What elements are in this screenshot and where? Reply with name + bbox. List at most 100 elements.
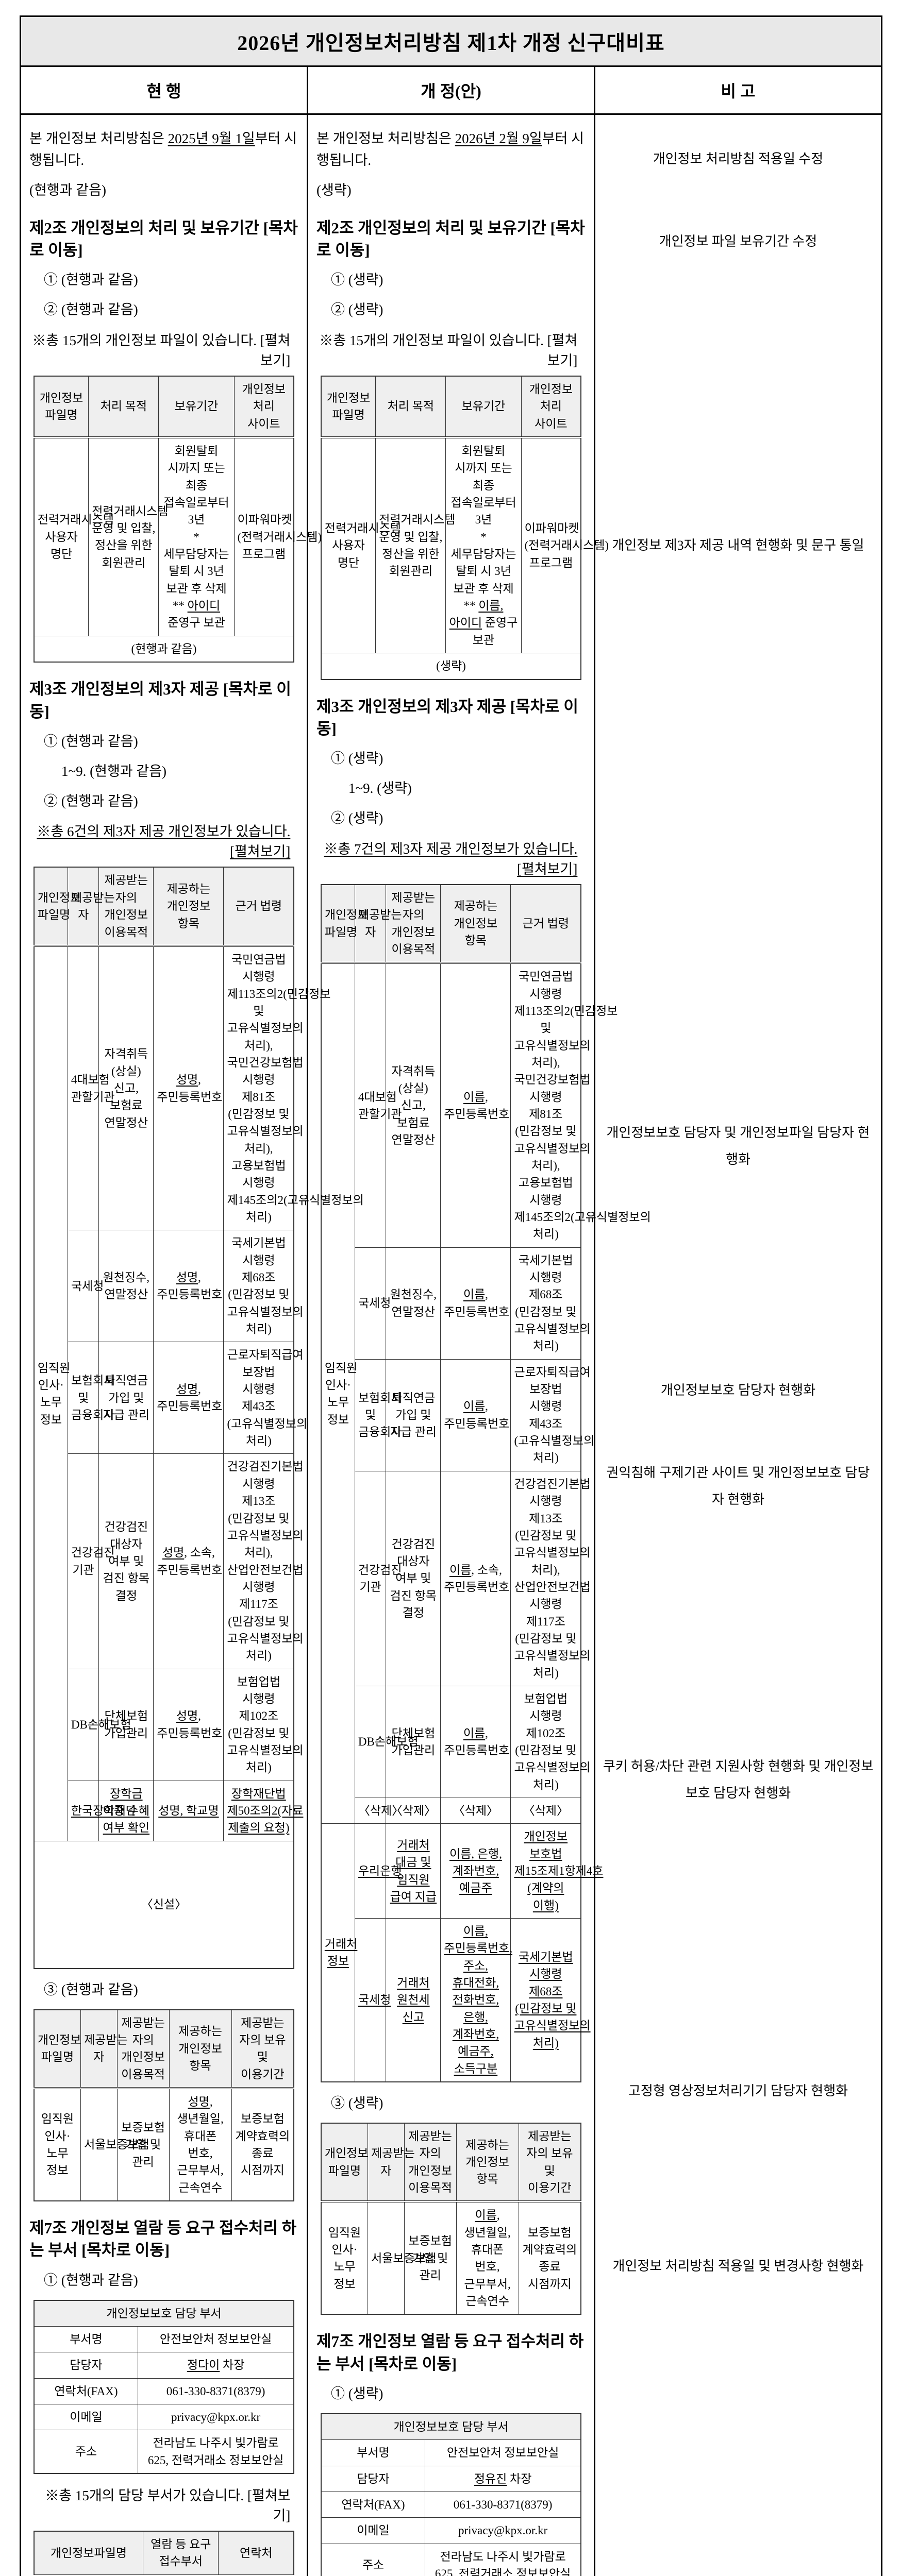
- table-header-cell: 제공받는 자의 보유 및 이용기간: [519, 2123, 581, 2201]
- current-column: 본 개인정보 처리방침은 2025년 9월 1일부터 시행됩니다. (현행과 같음…: [21, 114, 308, 2576]
- table-cell: 부서명: [34, 2326, 138, 2352]
- table-header-cell: 제공받는 자의 보유 및 이용기간: [231, 2010, 294, 2088]
- table-header-cell: 보유기간: [159, 376, 234, 437]
- table-cell: 061-330-8371(8379): [138, 2378, 294, 2404]
- table-cell: 〈삭제〉: [355, 1798, 386, 1824]
- revised-expand-note[interactable]: ※총 15개의 개인정보 파일이 있습니다. [펼쳐보기]: [316, 329, 586, 369]
- remark-item: 개인정보 제3자 제공 내역 현행화 및 문구 통일: [595, 532, 881, 559]
- table-header-cell: 처리 목적: [376, 376, 446, 437]
- table-header-cell: 제공받는 자의 개인정보 이용목적: [99, 867, 154, 945]
- table-header-cell: 개인정보 처리 사이트: [234, 376, 294, 437]
- table-cell: 이파워마켓(전력거래시스템) 프로그램: [234, 437, 294, 636]
- text-segment: 본 개인정보 처리방침은: [316, 131, 455, 146]
- current-expand-note[interactable]: ※총 15개의 개인정보 파일이 있습니다. [펼쳐보기]: [29, 329, 298, 369]
- revised-expand-note[interactable]: ※총 7건의 제3자 제공 개인정보가 있습니다. [펼쳐보기]: [316, 838, 586, 878]
- table-cell: 보험회사 및 금융회사: [68, 1342, 99, 1454]
- table-header-cell: 개인정보보호 담당 부서: [321, 2414, 581, 2440]
- revised-paragraph: ① (생략): [316, 2383, 586, 2405]
- table-cell: 장학재단법 제50조의2(자료 제출의 요청): [224, 1781, 294, 1841]
- table-cell: 거래처 원천세 신고: [386, 1919, 441, 2082]
- changed-text: 성명: [176, 1709, 198, 1722]
- text-segment: , 생년월일, 휴대폰 번호, 근무부서, 근속연수: [464, 2209, 510, 2308]
- table-cell: 이름, 생년월일, 휴대폰 번호, 근무부서, 근속연수: [456, 2201, 519, 2314]
- table-cell: 전력거래시스템 운영 및 입찰, 정산을 위한 회원관리: [89, 437, 159, 636]
- table-cell: 건강검진기본법 시행령 제13조 (민감정보 및 고유식별정보의 처리), 산업…: [511, 1471, 581, 1686]
- table-header-cell: 제공하는 개인정보 항목: [154, 867, 224, 945]
- changed-text: 성명: [176, 1383, 198, 1396]
- table-cell: 국세청: [68, 1230, 99, 1342]
- table-cell: 이름, 주민등록번호: [441, 1247, 511, 1359]
- table-cell: 국세기본법 시행령 제68조(민감정보 및 고유식별정보의 처리): [511, 1919, 581, 2082]
- table-header-cell: 개인정보 파일명: [34, 376, 89, 437]
- table-cell: 〈삭제〉: [511, 1798, 581, 1824]
- current-expand-note[interactable]: ※총 15개의 담당 부서가 있습니다. [펼쳐보기]: [29, 2484, 298, 2524]
- table-cell: 이름, 주민등록번호: [441, 1359, 511, 1471]
- table-cell: 단체보험 가입관리: [99, 1669, 154, 1781]
- table-cell: 국세청: [355, 1919, 386, 2082]
- current-article-heading[interactable]: 제3조 개인정보의 제3자 제공 [목차로 이동]: [29, 678, 298, 723]
- table-cell: 성명, 생년월일, 휴대폰 번호, 근무부서, 근속연수: [169, 2088, 231, 2201]
- table-header-cell: 개인정보 파일명: [321, 376, 376, 437]
- table-cell: 전력거래시스템 운영 및 입찰, 정산을 위한 회원관리: [376, 437, 446, 653]
- remark-item: 개인정보 처리방침 적용일 수정: [595, 146, 881, 173]
- remark-item: 개인정보보호 담당자 및 개인정보파일 담당자 현행화: [595, 1120, 881, 1173]
- table-cell: 〈삭제〉: [386, 1798, 441, 1824]
- table-cell: 4대보험 관할기관: [68, 946, 99, 1230]
- comparison-table: 2026년 개인정보처리방침 제1차 개정 신구대비표 현 행 개 정(안) 비…: [20, 15, 882, 2576]
- table-header-cell: 제공받는 자의 개인정보 이용목적: [117, 2010, 169, 2088]
- changed-text: 성명: [188, 2095, 210, 2108]
- revised-article-heading[interactable]: 제3조 개인정보의 제3자 제공 [목차로 이동]: [316, 696, 586, 740]
- table-cell: 국세기본법 시행령 제68조(민감정보 및 고유식별정보의 처리): [511, 1247, 581, 1359]
- table-cell: 정다이 차장: [138, 2352, 294, 2378]
- revised-paragraph: (생략): [316, 180, 586, 201]
- table-cell: 단체보험 가입관리: [386, 1686, 441, 1798]
- table-cell: 퇴직연금 가입 및 지급 관리: [99, 1342, 154, 1454]
- table-cell: 국세청: [355, 1247, 386, 1359]
- text-segment: 차장: [220, 2359, 244, 2371]
- table-header-cell: 제공받는 자: [355, 885, 386, 963]
- table-cell: 보험업법 시행령 제102조(민감정보 및 고유식별정보의 처리): [511, 1686, 581, 1798]
- table-cell: 장학금 이중 수혜 여부 확인: [99, 1781, 154, 1841]
- table-cell: 우리은행: [355, 1824, 386, 1919]
- table-cell: 성명, 주민등록번호: [154, 1669, 224, 1781]
- table-cell: 성명, 학교명: [154, 1781, 224, 1841]
- table-cell: 이름, 소속, 주민등록번호: [441, 1471, 511, 1686]
- table-header-cell: 개인정보 파일명: [321, 2123, 368, 2201]
- current-article-heading[interactable]: 제7조 개인정보 열람 등 요구 접수처리 하는 부서 [목차로 이동]: [29, 2217, 298, 2262]
- table-cell: 국민연금법 시행령 제113조의2(민감정보 및 고유식별정보의 처리), 국민…: [511, 963, 581, 1247]
- table-header-cell: 제공받는 자의 개인정보 이용목적: [386, 885, 441, 963]
- table-cell: 회원탈퇴 시까지 또는 최종 접속일로부터 3년 * 세무담당자는 탈퇴 시 3…: [446, 437, 521, 653]
- changed-text: 성명: [176, 1271, 198, 1284]
- text-segment: 회원탈퇴 시까지 또는 최종 접속일로부터 3년 * 세무담당자는 탈퇴 시 3…: [164, 445, 229, 612]
- table-cell: 성명, 소속, 주민등록번호: [154, 1454, 224, 1669]
- table-header-cell: 근거 법령: [224, 867, 294, 945]
- table-header-cell: 근거 법령: [511, 885, 581, 963]
- revised-article-heading[interactable]: 제7조 개인정보 열람 등 요구 접수처리 하는 부서 [목차로 이동]: [316, 2330, 586, 2375]
- table-cell: 담당자: [34, 2352, 138, 2378]
- table-cell: 연락처(FAX): [34, 2378, 138, 2404]
- table-cell: 전라남도 나주시 빛가람로 625, 전력거래소 정보보안실: [425, 2544, 581, 2576]
- changed-text: 이름: [463, 1727, 485, 1740]
- revised-paragraph: 본 개인정보 처리방침은 2026년 2월 9일부터 시행됩니다.: [316, 128, 586, 172]
- table-header-cell: 제공하는 개인정보 항목: [456, 2123, 519, 2201]
- revised-article-heading[interactable]: 제2조 개인정보의 처리 및 보유기간 [목차로 이동]: [316, 217, 586, 262]
- table-cell: (현행과 같음): [34, 636, 294, 662]
- table-header-cell: 연락처: [219, 2531, 294, 2575]
- current-article-heading[interactable]: 제2조 개인정보의 처리 및 보유기간 [목차로 이동]: [29, 217, 298, 262]
- table-cell: 서울보증보험: [81, 2088, 118, 2201]
- text-segment: , 생년월일, 휴대폰 번호, 근무부서, 근속연수: [177, 2095, 223, 2194]
- changed-text: 아이디: [188, 599, 220, 612]
- table-cell: DB손해보험: [68, 1669, 99, 1781]
- table-cell: 이름, 주민등록번호: [441, 963, 511, 1247]
- current-paragraph: 본 개인정보 처리방침은 2025년 9월 1일부터 시행됩니다.: [29, 128, 298, 172]
- current-expand-note[interactable]: ※총 6건의 제3자 제공 개인정보가 있습니다. [펼쳐보기]: [29, 820, 298, 860]
- table-cell: 이름, 주민등록번호: [441, 1686, 511, 1798]
- revised-paragraph: ② (생략): [316, 808, 586, 829]
